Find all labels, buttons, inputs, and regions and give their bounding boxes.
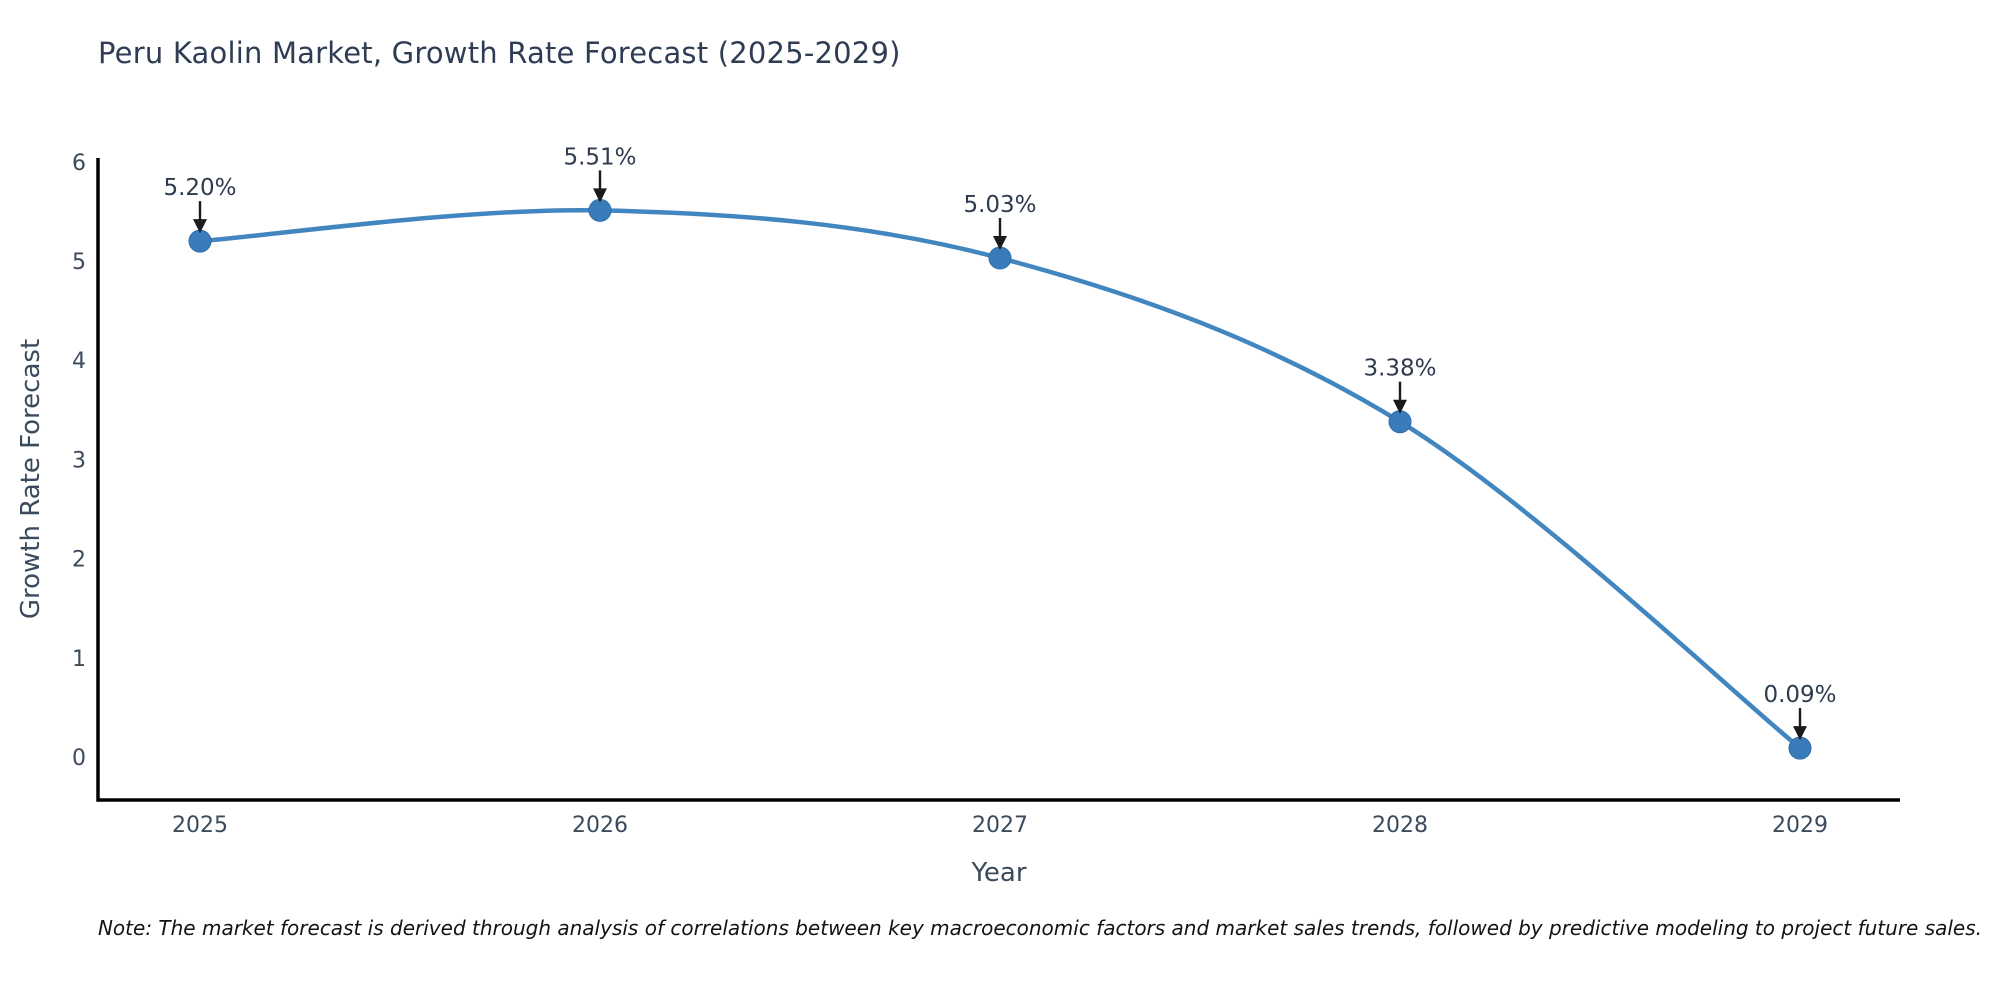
y-tick-label: 2 <box>72 548 86 573</box>
y-tick-label: 1 <box>72 647 86 672</box>
y-tick-label: 0 <box>72 746 86 771</box>
data-point-marker <box>588 198 612 222</box>
x-tick-label: 2025 <box>172 813 228 838</box>
x-tick-label: 2029 <box>1772 813 1828 838</box>
y-tick-label: 4 <box>72 349 86 374</box>
annotation-arrowhead <box>193 219 207 234</box>
x-axis-title: Year <box>971 858 1027 888</box>
y-tick-label: 6 <box>72 151 86 176</box>
x-tick-label: 2028 <box>1372 813 1428 838</box>
data-point-marker <box>1788 736 1812 760</box>
y-tick-label: 5 <box>72 250 86 275</box>
x-tick-label: 2027 <box>972 813 1028 838</box>
trend-line <box>197 207 1803 751</box>
annotation-arrowhead <box>993 236 1007 251</box>
annotation-label: 5.03% <box>963 192 1036 218</box>
y-tick-label: 3 <box>72 448 86 473</box>
data-point-marker <box>1388 410 1412 434</box>
data-point-marker <box>988 246 1012 270</box>
annotation-arrowhead <box>593 188 607 203</box>
annotation-label: 5.20% <box>163 175 236 201</box>
axis-frame <box>96 158 1900 802</box>
footnote: Note: The market forecast is derived thr… <box>97 916 1983 940</box>
data-point-marker <box>188 229 212 253</box>
annotation-arrowhead <box>1393 399 1407 414</box>
x-tick-label: 2026 <box>572 813 628 838</box>
annotation-label: 5.51% <box>563 144 636 170</box>
annotation-arrowhead <box>1793 726 1807 741</box>
annotation-label: 3.38% <box>1363 356 1436 382</box>
chart-title: Peru Kaolin Market, Growth Rate Forecast… <box>98 36 901 70</box>
annotation-label: 0.09% <box>1763 682 1836 708</box>
